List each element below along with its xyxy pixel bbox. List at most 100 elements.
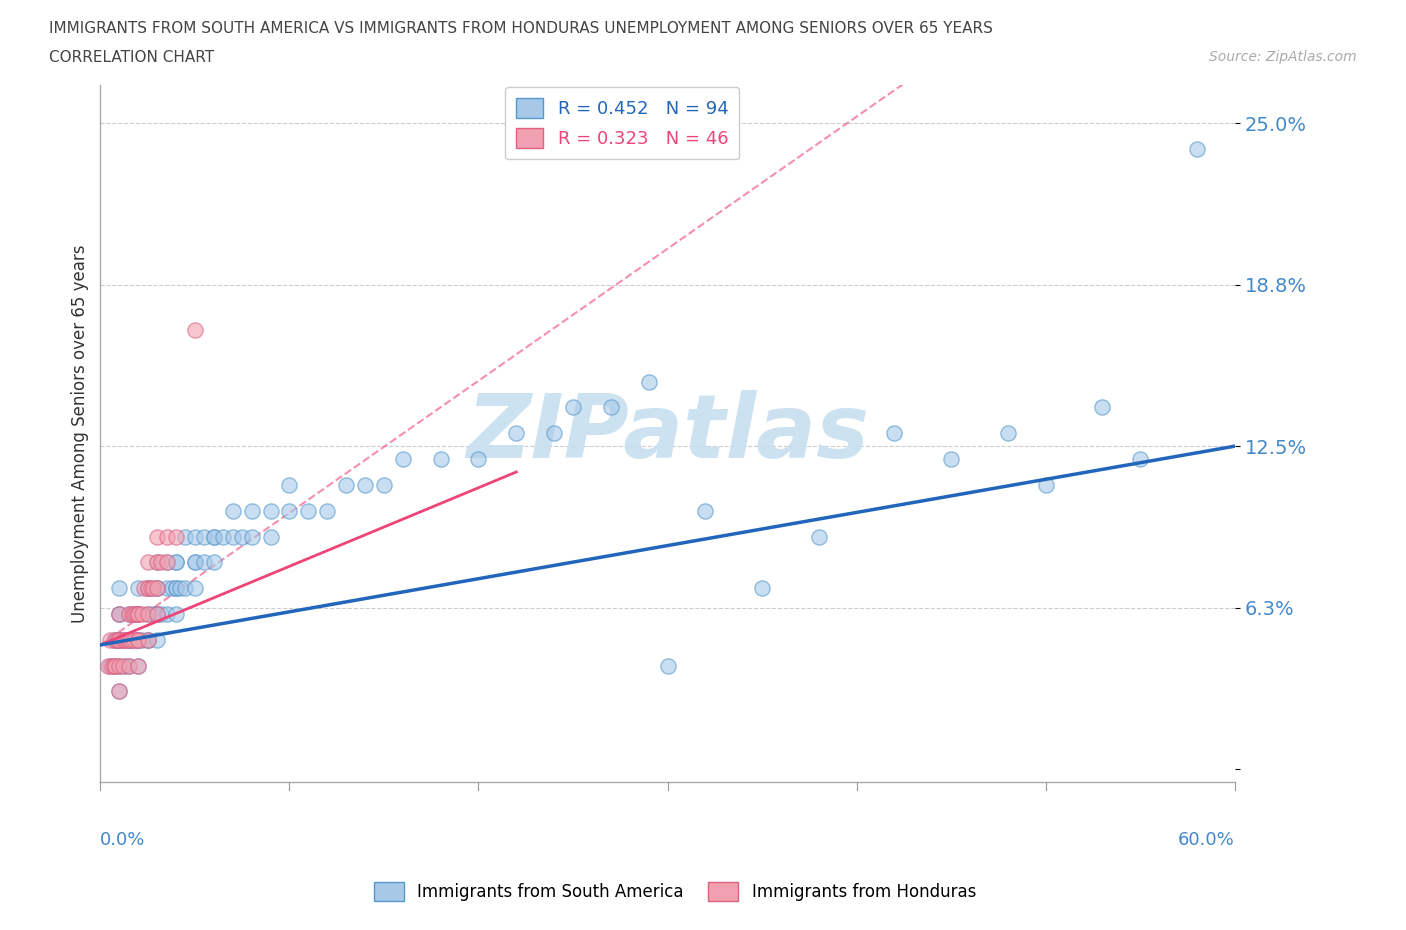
Point (127, 632, 149, 647)
Point (184, 580, 207, 595)
Text: Source: ZipAtlas.com: Source: ZipAtlas.com (1209, 50, 1357, 64)
Point (392, 452, 415, 467)
Point (141, 580, 163, 595)
Point (121, 606, 143, 621)
Text: 60.0%: 60.0% (1178, 830, 1234, 848)
Point (105, 632, 128, 647)
Point (174, 529, 197, 544)
Point (202, 529, 225, 544)
Point (259, 503, 281, 518)
Point (127, 632, 149, 647)
Point (807, 529, 830, 544)
Point (108, 658, 131, 673)
Point (155, 580, 177, 595)
Point (193, 555, 215, 570)
Point (165, 555, 187, 570)
Point (118, 606, 141, 621)
Point (136, 580, 159, 595)
Point (146, 606, 169, 621)
Point (165, 606, 187, 621)
Point (136, 606, 159, 621)
Point (149, 555, 172, 570)
Point (316, 503, 339, 518)
Point (657, 658, 679, 673)
Point (202, 529, 225, 544)
Point (160, 580, 183, 595)
Point (373, 477, 395, 492)
Point (149, 606, 172, 621)
Point (118, 632, 141, 647)
Point (1185, 142, 1208, 157)
Point (155, 555, 177, 570)
Point (118, 606, 141, 621)
Point (169, 580, 191, 595)
Point (146, 555, 169, 570)
Point (1129, 452, 1152, 467)
Point (104, 658, 127, 673)
Point (124, 632, 146, 647)
Legend: Immigrants from South America, Immigrants from Honduras: Immigrants from South America, Immigrant… (367, 876, 983, 908)
Point (146, 555, 169, 570)
Point (108, 632, 131, 647)
Point (124, 606, 146, 621)
Point (146, 606, 169, 621)
Point (127, 632, 149, 647)
Point (103, 632, 125, 647)
Point (429, 452, 451, 467)
Point (155, 555, 177, 570)
Point (259, 529, 281, 544)
Point (1091, 400, 1114, 415)
Point (108, 684, 131, 698)
Point (108, 632, 131, 647)
Point (97, 658, 120, 673)
Point (114, 632, 136, 647)
Point (108, 684, 131, 698)
Point (131, 606, 153, 621)
Point (165, 529, 187, 544)
Point (108, 606, 131, 621)
Point (100, 658, 122, 673)
Point (108, 606, 131, 621)
Point (184, 555, 207, 570)
Point (562, 400, 585, 415)
Point (127, 580, 149, 595)
Point (118, 658, 141, 673)
Text: 0.0%: 0.0% (100, 830, 146, 848)
Point (142, 580, 165, 595)
Point (202, 555, 225, 570)
Point (127, 606, 149, 621)
Point (184, 529, 207, 544)
Point (467, 452, 489, 467)
Point (297, 503, 319, 518)
Point (98, 658, 121, 673)
Point (112, 632, 135, 647)
Point (222, 503, 245, 518)
Text: CORRELATION CHART: CORRELATION CHART (49, 50, 214, 65)
Point (146, 580, 169, 595)
Point (127, 658, 149, 673)
Point (354, 477, 377, 492)
Point (174, 580, 197, 595)
Point (108, 606, 131, 621)
Point (124, 632, 146, 647)
Point (505, 426, 527, 441)
Legend: R = 0.452   N = 94, R = 0.323   N = 46: R = 0.452 N = 94, R = 0.323 N = 46 (505, 86, 740, 159)
Point (112, 632, 135, 647)
Point (231, 529, 253, 544)
Point (146, 632, 169, 647)
Point (222, 529, 245, 544)
Text: IMMIGRANTS FROM SOUTH AMERICA VS IMMIGRANTS FROM HONDURAS UNEMPLOYMENT AMONG SEN: IMMIGRANTS FROM SOUTH AMERICA VS IMMIGRA… (49, 21, 993, 36)
Point (146, 580, 169, 595)
Point (127, 658, 149, 673)
Point (941, 452, 963, 467)
Point (136, 632, 159, 647)
Point (278, 477, 301, 492)
Point (751, 580, 773, 595)
Point (115, 632, 138, 647)
Y-axis label: Unemployment Among Seniors over 65 years: Unemployment Among Seniors over 65 years (72, 244, 89, 622)
Point (120, 632, 142, 647)
Point (165, 555, 187, 570)
Point (136, 606, 159, 621)
Point (146, 580, 169, 595)
Point (98, 632, 121, 647)
